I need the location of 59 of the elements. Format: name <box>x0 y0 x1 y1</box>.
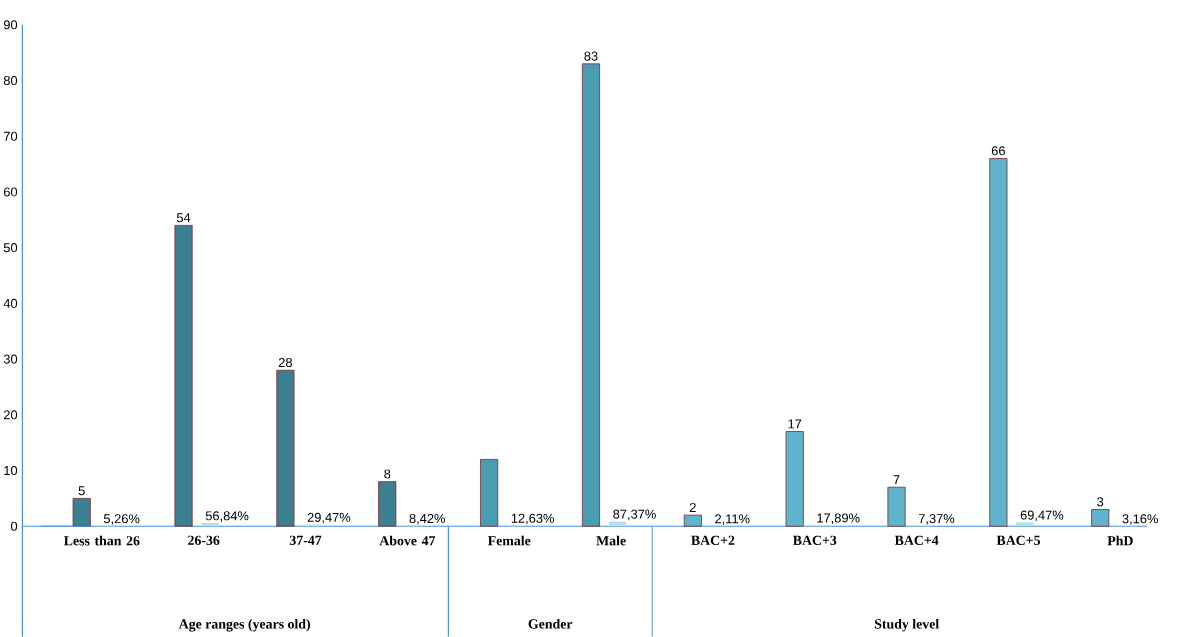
data-label: 87,37% <box>613 509 656 521</box>
data-label: 8,42% <box>409 513 445 525</box>
y-tick-label: 20 <box>3 410 18 420</box>
data-label: 17 <box>788 419 802 429</box>
y-tick-label: 10 <box>4 465 18 476</box>
data-label: 56,84% <box>205 511 249 522</box>
y-tick-label: 30 <box>3 354 18 364</box>
data-label: 3 <box>1097 497 1104 507</box>
text: Age ranges (years old) <box>178 618 311 632</box>
data-label: 7 <box>893 475 900 485</box>
bar <box>785 431 804 527</box>
bar <box>72 497 91 527</box>
y-tick-label: 70 <box>3 131 18 141</box>
bar <box>608 521 627 527</box>
y-tick-label: 50 <box>3 243 18 253</box>
bar <box>683 514 702 527</box>
data-label: 2,11% <box>715 514 750 525</box>
y-tick-label: 80 <box>3 75 18 86</box>
x-tick-label: BAC+5 <box>996 535 1041 545</box>
x-tick-label: Male <box>596 535 626 546</box>
x-tick-label: BAC+2 <box>691 535 735 545</box>
x-tick-label: Female <box>487 535 531 546</box>
data-label: 28 <box>278 357 292 368</box>
data-label: 3,16% <box>1122 514 1158 525</box>
data-label: 5,26% <box>103 514 140 525</box>
y-tick-label: 60 <box>3 187 18 197</box>
bar <box>1016 522 1034 527</box>
bar <box>378 481 397 527</box>
bar <box>581 63 601 527</box>
data-label: 54 <box>176 213 191 223</box>
x-tick-label: BAC+3 <box>792 535 837 545</box>
x-tick-label: PhD <box>1107 535 1133 546</box>
bar <box>1091 509 1110 527</box>
y-tick-label: 0 <box>10 521 18 531</box>
data-label: 83 <box>584 51 598 61</box>
x-tick-label: BAC+4 <box>894 535 939 545</box>
data-label: 69,47% <box>1020 510 1064 522</box>
x-tick-label: Less than 26 <box>63 535 140 546</box>
y-tick-label: 90 <box>3 20 18 30</box>
data-label: 5 <box>78 486 85 496</box>
text: Gender <box>528 618 573 629</box>
data-label: 66 <box>991 146 1005 156</box>
x-tick-label: Above 47 <box>379 535 436 546</box>
bar <box>887 486 906 527</box>
data-label: 17,89% <box>817 513 860 525</box>
y-tick-label: 40 <box>3 298 18 308</box>
data-label: 8 <box>384 469 391 479</box>
x-tick-label: 26-36 <box>188 535 220 545</box>
data-label: 7,37% <box>918 513 955 525</box>
data-label: 2 <box>689 502 696 512</box>
x-tick-label: 37-47 <box>289 535 322 545</box>
bar <box>480 458 499 527</box>
bar <box>989 158 1008 527</box>
bar <box>276 369 295 527</box>
data-label: 12,63% <box>511 513 554 525</box>
bar <box>174 224 193 527</box>
bar <box>201 523 219 527</box>
data-label: 29,47% <box>307 512 351 524</box>
text: Study level <box>874 618 939 632</box>
